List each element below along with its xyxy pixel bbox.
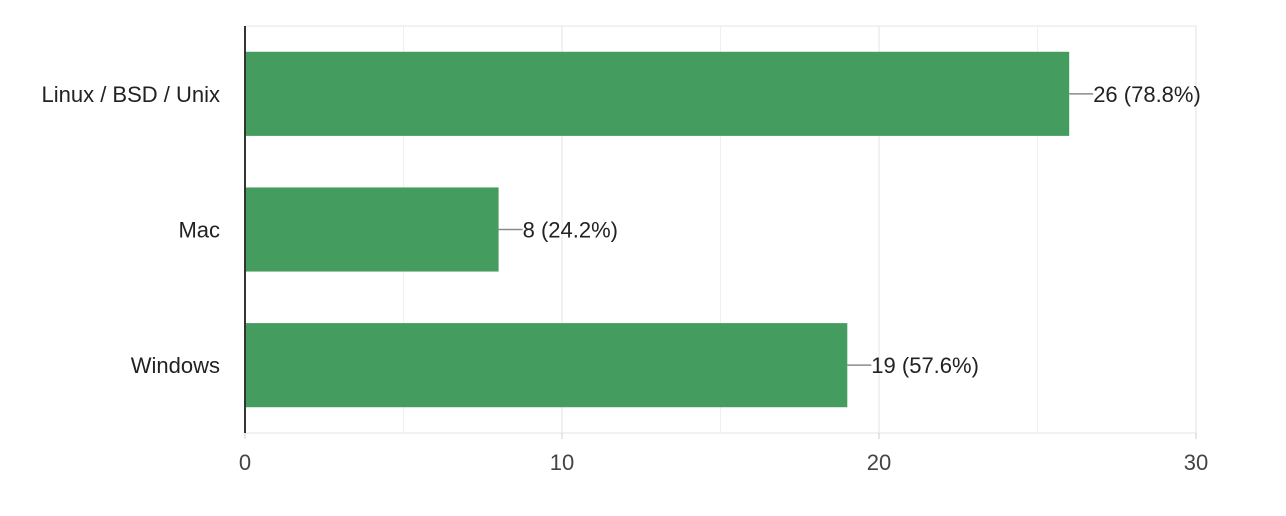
category-label: Windows	[131, 353, 220, 378]
category-label: Mac	[178, 218, 220, 243]
x-tick-label: 0	[239, 450, 251, 475]
data-label: 8 (24.2%)	[523, 218, 618, 243]
labels: Linux / BSD / Unix 26 (78.8%) Mac 8 (24.2%)…	[41, 82, 1200, 378]
category-label: Linux / BSD / Unix	[41, 82, 220, 107]
data-label-connectors	[498, 93, 1094, 366]
data-label: 19 (57.6%)	[871, 353, 979, 378]
x-axis-ticks: 0 10 20 30	[239, 433, 1208, 475]
bars	[245, 51, 1070, 408]
x-tick-label: 30	[1184, 450, 1208, 475]
x-tick-label: 20	[867, 450, 891, 475]
bar-1	[245, 187, 499, 272]
data-label: 26 (78.8%)	[1093, 82, 1201, 107]
bar-2	[245, 323, 848, 408]
x-tick-label: 10	[550, 450, 574, 475]
bar-0	[245, 51, 1070, 136]
